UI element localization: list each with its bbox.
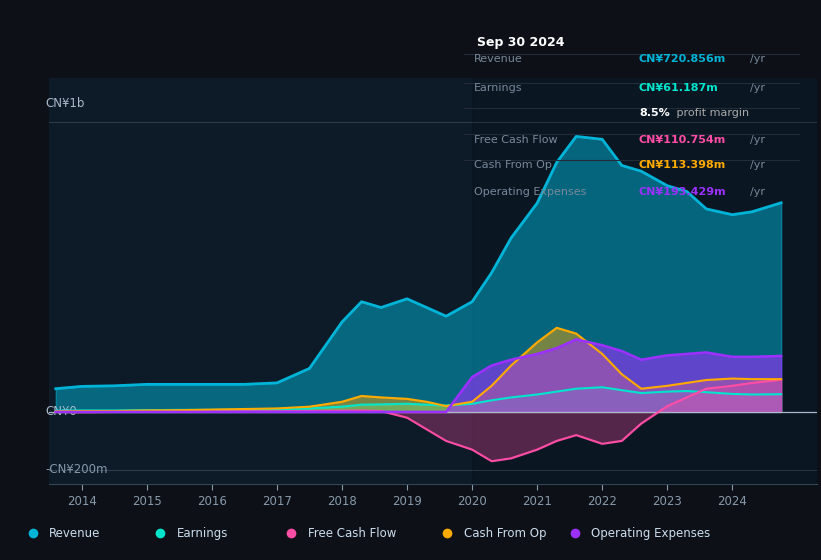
Text: CN¥113.398m: CN¥113.398m xyxy=(639,161,726,170)
Text: Free Cash Flow: Free Cash Flow xyxy=(308,527,397,540)
Text: CN¥193.429m: CN¥193.429m xyxy=(639,187,727,197)
Text: CN¥1b: CN¥1b xyxy=(45,97,85,110)
Text: -CN¥200m: -CN¥200m xyxy=(45,464,108,477)
Text: /yr: /yr xyxy=(750,54,765,64)
Text: Operating Expenses: Operating Expenses xyxy=(591,527,710,540)
Text: Earnings: Earnings xyxy=(177,527,228,540)
Text: /yr: /yr xyxy=(750,187,765,197)
Text: Cash From Op: Cash From Op xyxy=(474,161,552,170)
Bar xyxy=(472,78,817,484)
Text: CN¥110.754m: CN¥110.754m xyxy=(639,135,726,145)
Text: Revenue: Revenue xyxy=(49,527,101,540)
Text: profit margin: profit margin xyxy=(672,108,749,118)
Text: /yr: /yr xyxy=(750,161,765,170)
Text: 8.5%: 8.5% xyxy=(639,108,670,118)
Text: Free Cash Flow: Free Cash Flow xyxy=(474,135,557,145)
Text: Cash From Op: Cash From Op xyxy=(464,527,546,540)
Text: Operating Expenses: Operating Expenses xyxy=(474,187,586,197)
Text: /yr: /yr xyxy=(750,83,765,93)
Text: /yr: /yr xyxy=(750,135,765,145)
Text: CN¥61.187m: CN¥61.187m xyxy=(639,83,718,93)
Text: Revenue: Revenue xyxy=(474,54,523,64)
Text: Sep 30 2024: Sep 30 2024 xyxy=(477,36,565,49)
Text: Earnings: Earnings xyxy=(474,83,522,93)
Text: CN¥720.856m: CN¥720.856m xyxy=(639,54,726,64)
Text: CN¥0: CN¥0 xyxy=(45,405,77,418)
